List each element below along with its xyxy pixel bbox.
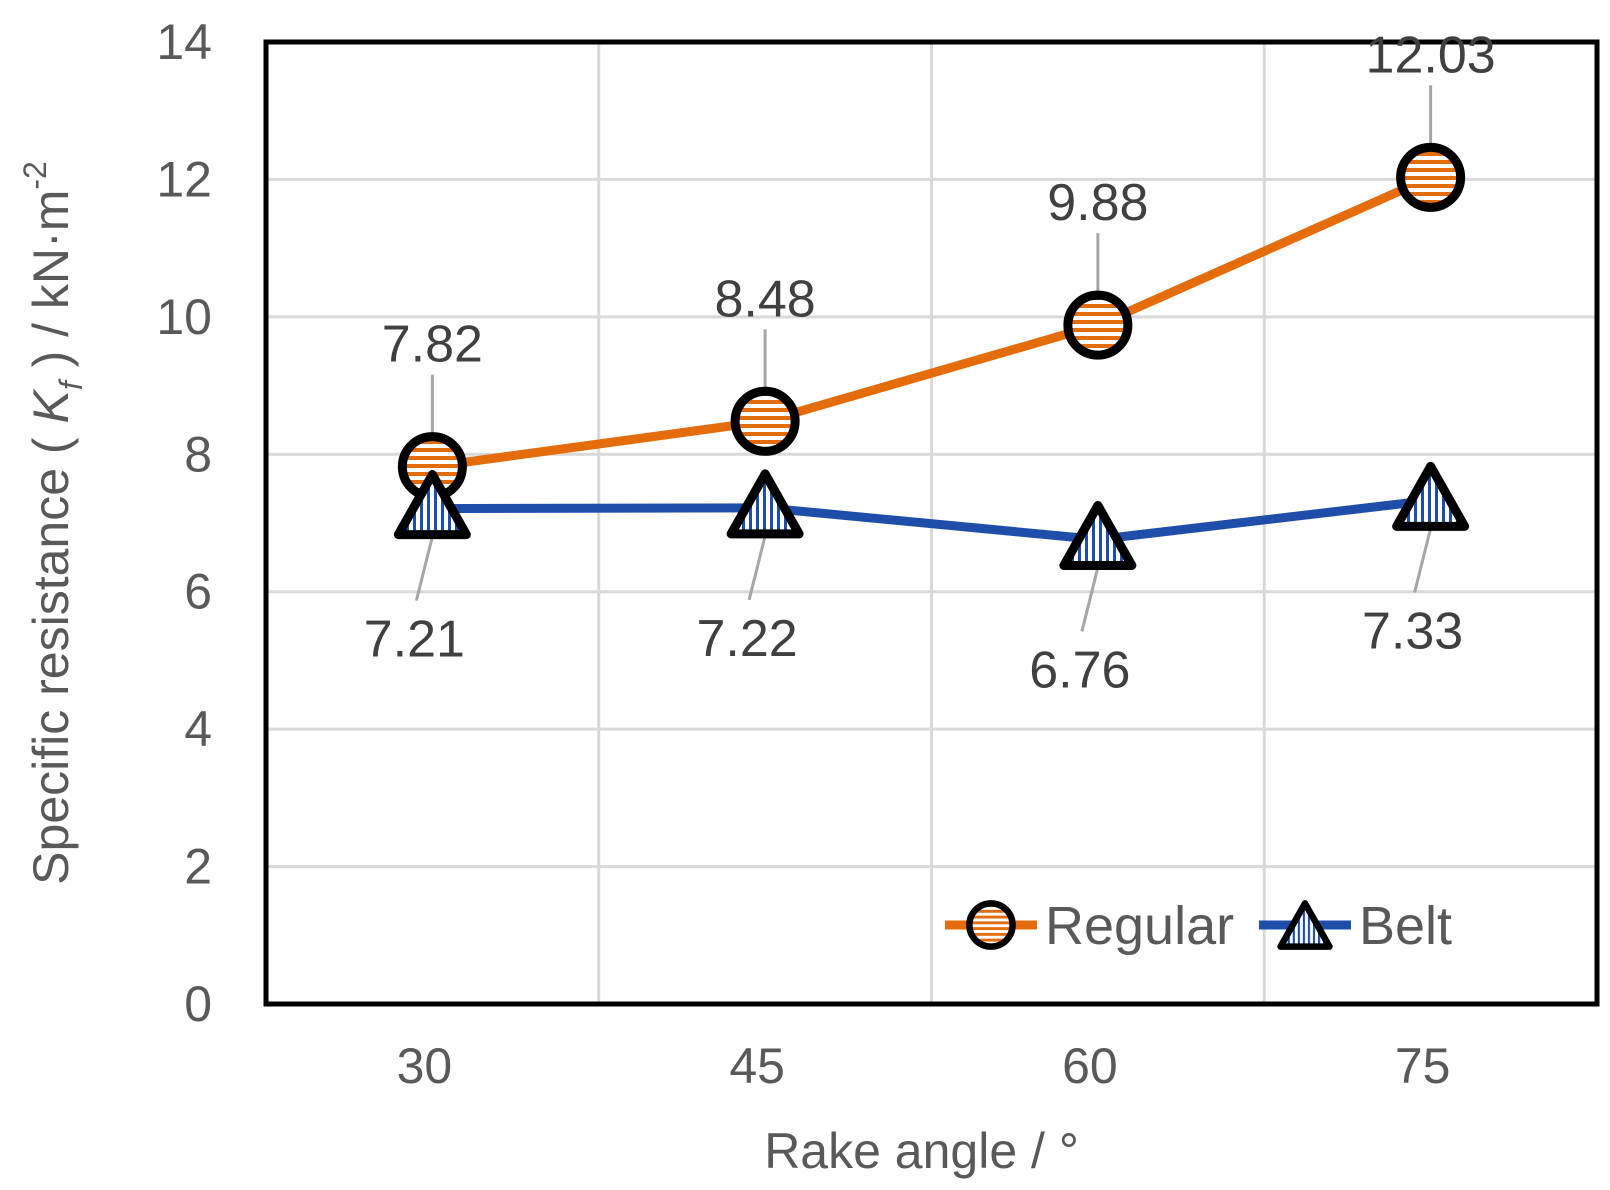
legend-label-belt: Belt (1359, 896, 1452, 956)
x-tick-label: 75 (1395, 1038, 1451, 1094)
data-label-belt: 7.21 (364, 611, 465, 669)
y-tick-label: 4 (184, 701, 212, 757)
y-axis-title-suffix: ) / kN·m (23, 190, 79, 382)
data-label-belt: 6.76 (1029, 641, 1130, 699)
y-tick-label: 6 (184, 564, 212, 620)
marker-belt (1392, 461, 1470, 531)
data-label-leader (747, 527, 769, 601)
marker-belt (1059, 500, 1137, 570)
legend-marker-regular (966, 900, 1016, 950)
marker-regular (1396, 142, 1466, 212)
data-label-leader (1413, 519, 1435, 593)
x-axis-title: Rake angle / ° (764, 1123, 1079, 1179)
y-axis-title-superscript: -2 (17, 161, 53, 189)
x-tick-label: 60 (1062, 1038, 1118, 1094)
series-line-belt (432, 495, 1432, 544)
data-label-belt: 7.22 (697, 610, 798, 668)
y-tick-label: 14 (156, 14, 212, 70)
y-axis-title: Specific resistance ( Kf ) / kN·m-2 (17, 161, 89, 885)
x-tick-label: 45 (729, 1038, 785, 1094)
x-tick-label: 30 (397, 1038, 453, 1094)
data-label-regular: 12.03 (1366, 26, 1496, 84)
marker-regular (1063, 290, 1133, 360)
data-label-regular: 9.88 (1047, 174, 1148, 232)
legend-label-regular: Regular (1045, 896, 1234, 956)
legend-marker-belt (1277, 900, 1333, 950)
y-tick-label: 10 (156, 289, 212, 345)
data-label-belt: 7.33 (1362, 602, 1463, 660)
y-tick-label: 12 (156, 151, 212, 207)
data-label-leader (1080, 559, 1102, 632)
data-label-leader (414, 528, 436, 601)
series-layer: 7.82 8.48 9.88 12.03 7.21 7.22 6.76 7.33 (364, 26, 1496, 699)
y-tick-label: 8 (184, 426, 212, 482)
data-label-regular: 8.48 (715, 270, 816, 328)
marker-belt (726, 469, 804, 539)
y-tick-label: 2 (184, 839, 212, 895)
legend: Regular Belt (945, 896, 1452, 956)
marker-regular (730, 386, 800, 456)
marker-belt (393, 470, 471, 540)
gridlines (266, 40, 1597, 1006)
y-tick-label: 0 (184, 976, 212, 1032)
y-axis-title-symbol: K (23, 388, 79, 424)
y-axis-title-prefix: Specific resistance ( (23, 424, 79, 885)
data-label-regular: 7.82 (382, 316, 483, 374)
axis-ticks: 0 2 4 6 8 10 12 14 30 45 60 75 (156, 14, 1450, 1094)
plot-area-frame (263, 39, 1600, 1007)
series-line-regular (431, 173, 1433, 472)
